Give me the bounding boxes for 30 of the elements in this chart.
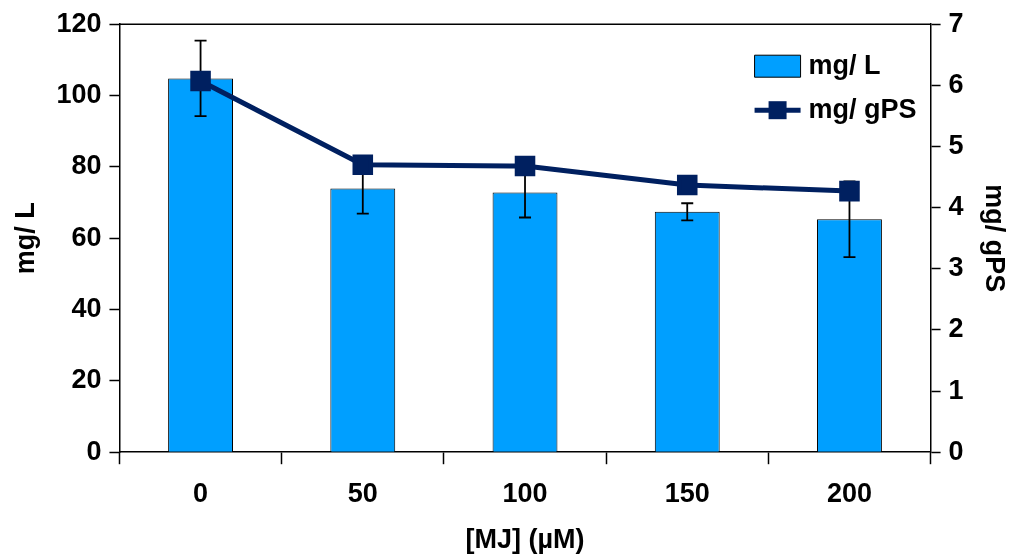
y-tick-label: 100 — [56, 78, 102, 109]
point — [514, 155, 536, 177]
y-tick-label: 80 — [71, 150, 102, 181]
x-tick-label: 0 — [193, 477, 209, 508]
y2-tick-label: 7 — [948, 7, 964, 38]
point — [190, 70, 211, 92]
legend-label: mg/ L — [808, 49, 881, 80]
y2-tick-label: 4 — [948, 191, 964, 222]
y2-tick-label: 5 — [948, 129, 964, 160]
y2-axis-title: mg/ gPS — [980, 184, 1011, 293]
y2-tick-label: 0 — [948, 435, 964, 466]
point — [676, 174, 698, 196]
point — [839, 180, 860, 202]
y-tick-label: 60 — [71, 221, 102, 252]
y-axis-title: mg/ L — [9, 202, 40, 275]
point — [352, 154, 374, 176]
x-tick-label: 150 — [664, 477, 710, 508]
y-tick-label: 20 — [71, 364, 102, 395]
x-tick-label: 50 — [347, 477, 378, 508]
y-tick-label: 40 — [71, 292, 102, 323]
x-axis-title: [MJ] (µM) — [465, 524, 585, 555]
y2-tick-label: 3 — [948, 252, 964, 283]
y2-tick-label: 6 — [948, 68, 964, 99]
y-tick-label: 120 — [56, 7, 102, 38]
x-tick-label: 100 — [502, 477, 548, 508]
x-tick-label: 200 — [826, 477, 872, 508]
legend-label: mg/ gPS — [808, 93, 917, 124]
y2-tick-label: 1 — [948, 374, 964, 405]
y-tick-label: 0 — [86, 435, 102, 466]
y2-tick-label: 2 — [948, 313, 964, 344]
